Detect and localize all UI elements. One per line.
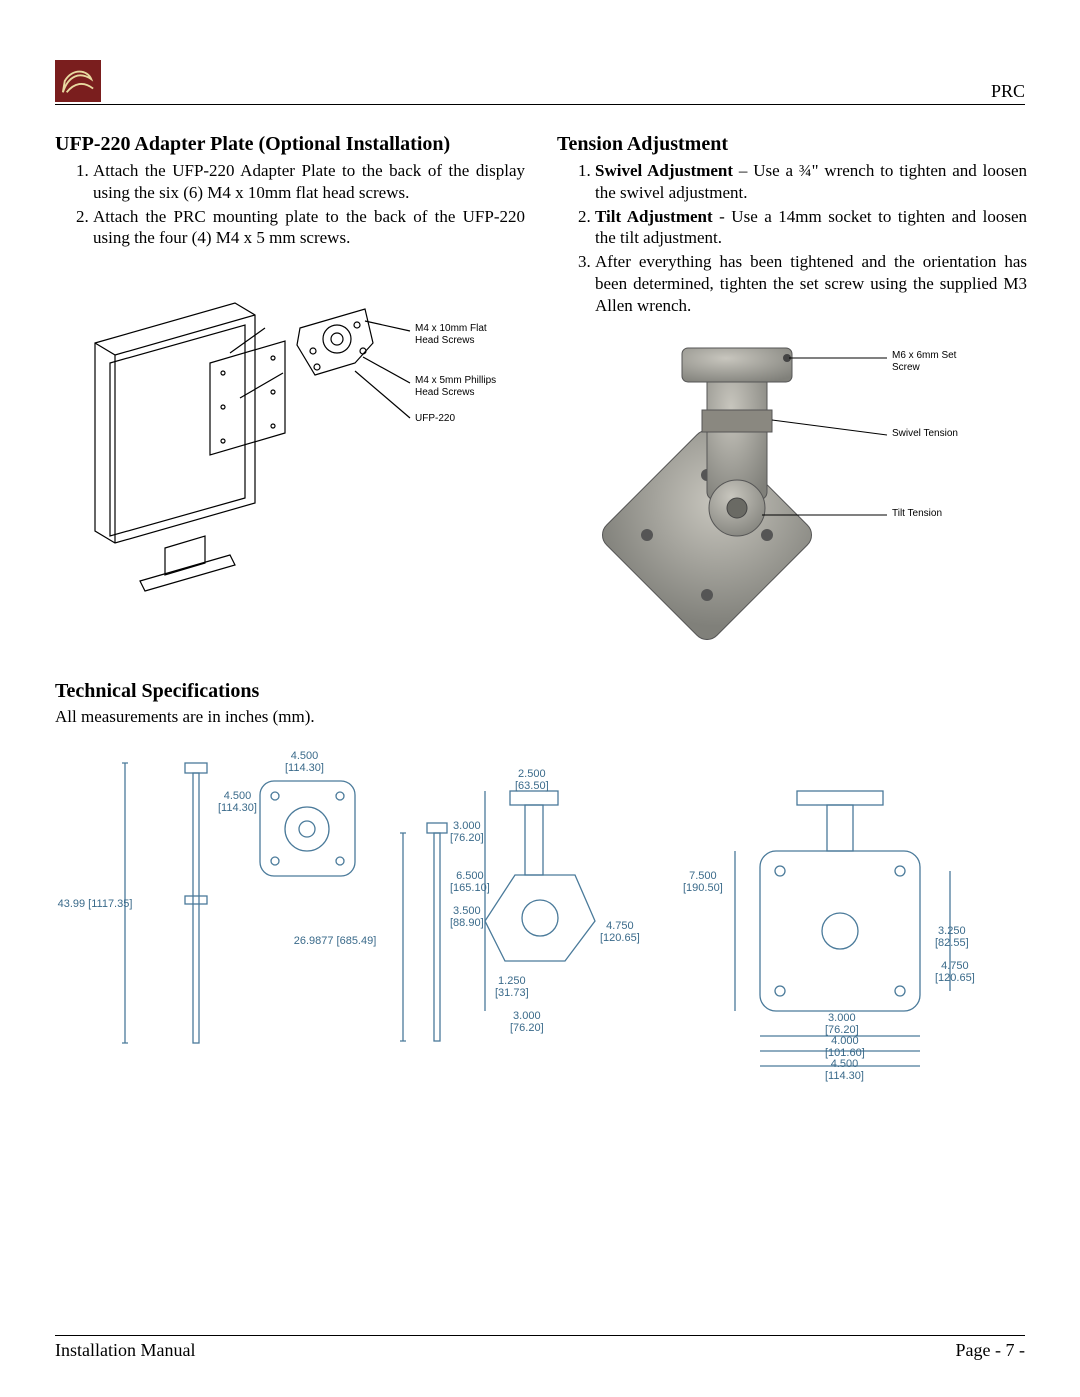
techspec-note: All measurements are in inches (mm). [55, 707, 1025, 727]
fig-label-swivel: Swivel Tension [892, 428, 958, 440]
dim: 3.000 [76.20] [450, 821, 484, 844]
dim: 43.99 [1117.35] [50, 899, 140, 911]
fig-label-tilt: Tilt Tension [892, 508, 942, 520]
step-lead: Tilt Adjustment [595, 207, 713, 226]
dim: 3.250 [82.55] [935, 926, 969, 949]
dim: 7.500 [190.50] [683, 871, 723, 894]
fig-label-set-screw: M6 x 6mm Set Screw [892, 350, 956, 373]
spec-drawings: 4.500 [114.30] 4.500 [114.30] 43.99 [111… [55, 751, 995, 1091]
dim: 4.500 [114.30] [218, 791, 257, 814]
fig-label-plate: UFP-220 [415, 413, 455, 425]
right-step: Tilt Adjustment - Use a 14mm socket to t… [595, 206, 1027, 250]
dim: 3.000 [76.20] [825, 1013, 859, 1036]
dim: 4.500 [114.30] [285, 751, 324, 774]
dim: 3.500 [88.90] [450, 906, 484, 929]
step-lead: Swivel Adjustment [595, 161, 733, 180]
techspec-section: Technical Specifications All measurement… [55, 680, 1025, 1091]
adapter-plate-figure: M4 x 10mm Flat Head Screws M4 x 5mm Phil… [55, 273, 525, 603]
techspec-title: Technical Specifications [55, 680, 1025, 703]
right-step: Swivel Adjustment – Use a ¾" wrench to t… [595, 160, 1027, 204]
left-step: Attach the UFP-220 Adapter Plate to the … [93, 160, 525, 204]
right-step: After everything has been tightened and … [595, 251, 1027, 316]
left-step: Attach the PRC mounting plate to the bac… [93, 206, 525, 250]
dim: 4.750 [120.65] [935, 961, 975, 984]
dim: 3.000 [76.20] [510, 1011, 544, 1034]
tension-drawing [557, 340, 1027, 640]
footer-left: Installation Manual [55, 1340, 195, 1361]
page-footer: Installation Manual Page - 7 - [55, 1335, 1025, 1361]
left-steps: Attach the UFP-220 Adapter Plate to the … [55, 160, 525, 249]
left-column: UFP-220 Adapter Plate (Optional Installa… [55, 133, 525, 640]
page-header: PRC [55, 60, 1025, 105]
tension-figure: M6 x 6mm Set Screw Swivel Tension Tilt T… [557, 340, 1027, 640]
header-code: PRC [991, 81, 1025, 102]
content-columns: UFP-220 Adapter Plate (Optional Installa… [55, 133, 1025, 640]
right-steps: Swivel Adjustment – Use a ¾" wrench to t… [557, 160, 1027, 316]
brand-logo [55, 60, 101, 102]
dim: 6.500 [165.10] [450, 871, 490, 894]
dim: 4.500 [114.30] [825, 1059, 864, 1082]
right-column: Tension Adjustment Swivel Adjustment – U… [557, 133, 1027, 640]
dim: 4.750 [120.65] [600, 921, 640, 944]
dim: 2.500 [63.50] [515, 769, 549, 792]
fig-label-phillips-screws: M4 x 5mm Phillips Head Screws [415, 375, 496, 398]
dim: 26.9877 [685.49] [265, 936, 405, 948]
step-text: After everything has been tightened and … [595, 252, 1027, 315]
fig-label-flat-screws: M4 x 10mm Flat Head Screws [415, 323, 487, 346]
dim: 1.250 [31.73] [495, 976, 529, 999]
left-title: UFP-220 Adapter Plate (Optional Installa… [55, 133, 525, 156]
dim: 4.000 [101.60] [825, 1036, 865, 1059]
right-title: Tension Adjustment [557, 133, 1027, 156]
footer-right: Page - 7 - [956, 1340, 1025, 1361]
logo-icon [59, 64, 97, 98]
